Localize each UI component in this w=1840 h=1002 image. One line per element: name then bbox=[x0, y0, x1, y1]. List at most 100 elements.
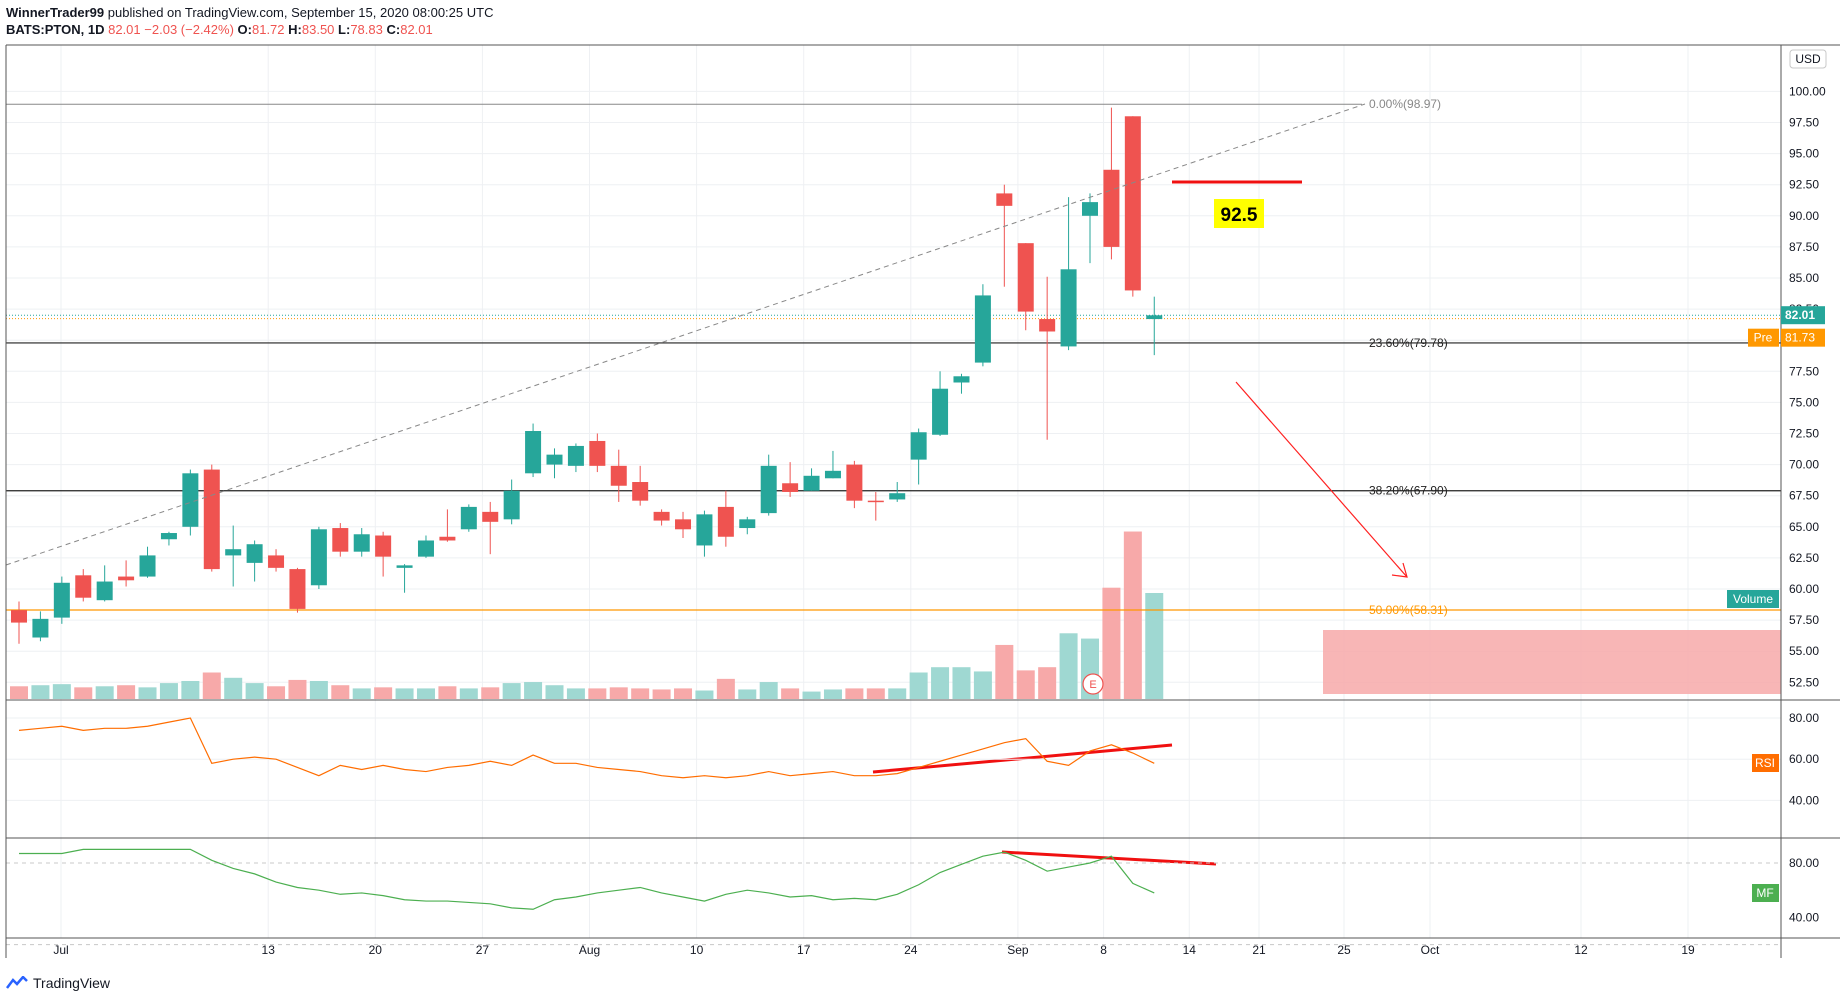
candle-body bbox=[11, 610, 27, 623]
candle-body bbox=[996, 193, 1013, 206]
candle-body bbox=[375, 535, 392, 557]
time-tick-label: 21 bbox=[1252, 943, 1266, 957]
mf-legend-label: MF bbox=[1756, 886, 1773, 900]
volume-bar bbox=[973, 671, 992, 699]
volume-bar bbox=[95, 686, 114, 699]
volume-bar bbox=[716, 678, 735, 699]
candle bbox=[75, 569, 92, 602]
candle bbox=[760, 454, 777, 516]
volume-bar bbox=[309, 680, 328, 699]
time-tick-label: Aug bbox=[579, 943, 600, 957]
candle bbox=[717, 490, 734, 547]
candle-body bbox=[803, 475, 820, 491]
mf-resistance-line bbox=[1001, 850, 1217, 866]
earnings-marker-label: E bbox=[1089, 679, 1096, 691]
volume-bar bbox=[695, 690, 714, 699]
volume-bar bbox=[823, 689, 842, 699]
rsi-tick-label: 40.00 bbox=[1789, 793, 1819, 807]
down-arrow-head bbox=[1391, 562, 1408, 578]
ohlc-line: BATS:PTON, 1D 82.01 −2.03 (−2.42%) O:81.… bbox=[6, 21, 493, 38]
price-tick-label: 95.00 bbox=[1789, 147, 1819, 161]
candle-body bbox=[332, 528, 349, 552]
price-tags: 82.01 Pre 81.73 bbox=[1748, 306, 1825, 347]
candles bbox=[11, 107, 1163, 644]
candle bbox=[782, 462, 799, 497]
candle bbox=[1082, 193, 1098, 264]
volume-bar bbox=[738, 689, 757, 699]
volume-bar bbox=[674, 688, 693, 699]
volume-bar bbox=[931, 667, 950, 699]
candle bbox=[439, 509, 456, 542]
candle-body bbox=[1124, 116, 1141, 291]
price-tick-label: 87.50 bbox=[1789, 240, 1819, 254]
chart-header: WinnerTrader99 published on TradingView.… bbox=[6, 4, 493, 38]
volume-bar bbox=[1059, 633, 1078, 699]
price-tick-label: 67.50 bbox=[1789, 489, 1819, 503]
down-arrow-line bbox=[1235, 381, 1408, 578]
price-tick-label: 75.00 bbox=[1789, 395, 1819, 409]
earnings-marker[interactable]: E bbox=[1082, 673, 1104, 695]
volume-bar bbox=[438, 686, 457, 699]
candle-body bbox=[246, 544, 263, 563]
time-tick-label: 24 bbox=[904, 943, 918, 957]
volume-legend: Volume bbox=[1727, 590, 1779, 608]
volume-bar bbox=[224, 677, 243, 699]
time-tick-label: Sep bbox=[1007, 943, 1029, 957]
candle bbox=[11, 601, 27, 644]
rsi-line bbox=[18, 717, 1155, 779]
candle-body bbox=[717, 506, 734, 537]
last-price-tag: 82.01 bbox=[1781, 306, 1825, 325]
symbol-label[interactable]: BATS:PTON, 1D bbox=[6, 22, 105, 37]
pre-price-tag: Pre 81.73 bbox=[1748, 328, 1825, 347]
price-tick-label: 90.00 bbox=[1789, 209, 1819, 223]
time-tick-label: 17 bbox=[797, 943, 811, 957]
candle bbox=[653, 509, 670, 526]
high-label: H: bbox=[288, 22, 302, 37]
earnings-marker-circle bbox=[1082, 673, 1104, 695]
volume-legend-label: Volume bbox=[1733, 592, 1773, 606]
candle-body bbox=[75, 575, 92, 598]
time-tick-label: 8 bbox=[1100, 943, 1107, 957]
volume-bar bbox=[138, 687, 157, 699]
candle-body bbox=[675, 519, 692, 530]
candle bbox=[396, 564, 413, 593]
volume-bar bbox=[181, 680, 200, 699]
candle-body bbox=[139, 555, 156, 577]
price-tick-label: 97.50 bbox=[1789, 116, 1819, 130]
candle bbox=[268, 549, 285, 572]
open-value: 81.72 bbox=[251, 22, 285, 37]
mf-legend: MF bbox=[1752, 884, 1779, 902]
candle bbox=[375, 531, 392, 577]
time-tick-label: 12 bbox=[1574, 943, 1588, 957]
candle bbox=[953, 373, 970, 394]
candle bbox=[610, 449, 627, 502]
close-label: C: bbox=[386, 22, 401, 37]
low-value: 78.83 bbox=[350, 22, 383, 37]
volume-bar bbox=[1038, 667, 1057, 699]
pre-price-tag-label: 81.73 bbox=[1785, 331, 1815, 345]
user-drawings[interactable] bbox=[5, 103, 1781, 866]
candle-body bbox=[867, 500, 884, 503]
volume-bar bbox=[117, 685, 136, 699]
candle bbox=[1060, 197, 1077, 351]
footer[interactable]: TradingView bbox=[6, 975, 110, 991]
candle-body bbox=[932, 388, 949, 435]
fib-level-label: 38.20%(67.90) bbox=[1369, 484, 1448, 498]
candle bbox=[675, 511, 692, 538]
volume-bar bbox=[609, 687, 628, 699]
author-name[interactable]: WinnerTrader99 bbox=[6, 5, 105, 20]
fib-retracement[interactable]: 0.00%(98.97) 23.60%(79.78) 38.20%(67.90) 50… bbox=[6, 97, 1781, 617]
target-label[interactable]: 92.5 bbox=[1214, 199, 1264, 228]
price-tick-label: 60.00 bbox=[1789, 582, 1819, 596]
candle bbox=[182, 469, 199, 536]
volume-bar bbox=[545, 685, 564, 699]
candle bbox=[246, 540, 263, 582]
volume-bar bbox=[588, 688, 607, 699]
volume-bar bbox=[52, 684, 71, 699]
volume-legend-bg bbox=[1727, 590, 1779, 608]
time-tick-label: 14 bbox=[1183, 943, 1197, 957]
currency-button[interactable]: USD bbox=[1789, 49, 1827, 69]
candle-body bbox=[225, 549, 242, 556]
last-price-tag-bg bbox=[1781, 306, 1825, 325]
